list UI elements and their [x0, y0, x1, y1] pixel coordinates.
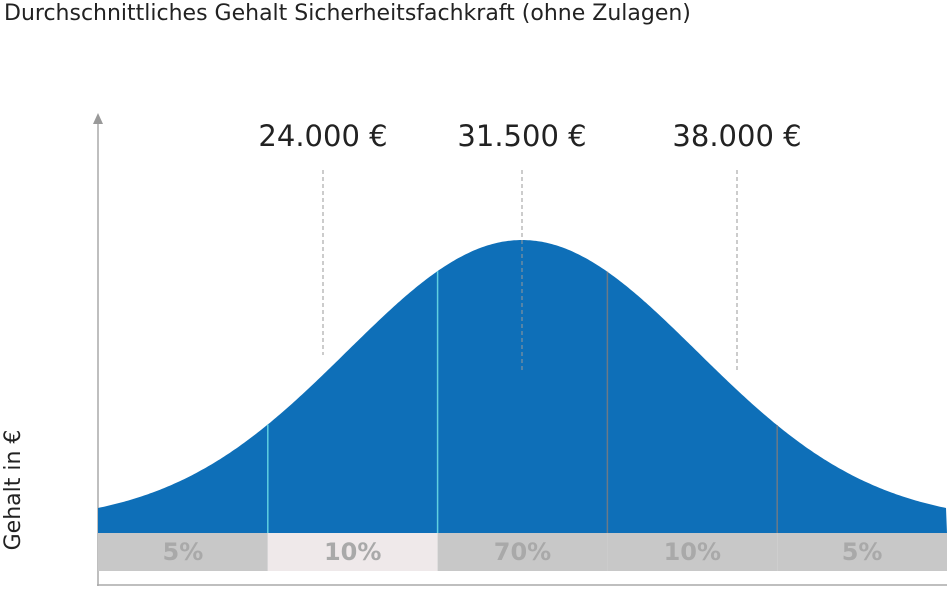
annotation-label: 24.000 €	[258, 119, 387, 153]
band	[437, 533, 608, 571]
band	[98, 533, 268, 571]
annotation-label: 31.500 €	[457, 119, 586, 153]
y-axis-label: Gehalt in €	[1, 430, 26, 551]
chart-title: Durchschnittliches Gehalt Sicherheitsfac…	[4, 1, 691, 26]
distribution-curve	[98, 240, 947, 533]
annotation-label: 38.000 €	[672, 119, 801, 153]
band-label: 5%	[163, 538, 204, 566]
band-label: 70%	[494, 538, 551, 566]
band	[777, 533, 947, 571]
band	[267, 533, 438, 571]
y-axis-arrow	[93, 113, 103, 124]
band	[607, 533, 778, 571]
band-label: 10%	[664, 538, 721, 566]
band-label: 10%	[324, 538, 381, 566]
band-label: 5%	[842, 538, 883, 566]
